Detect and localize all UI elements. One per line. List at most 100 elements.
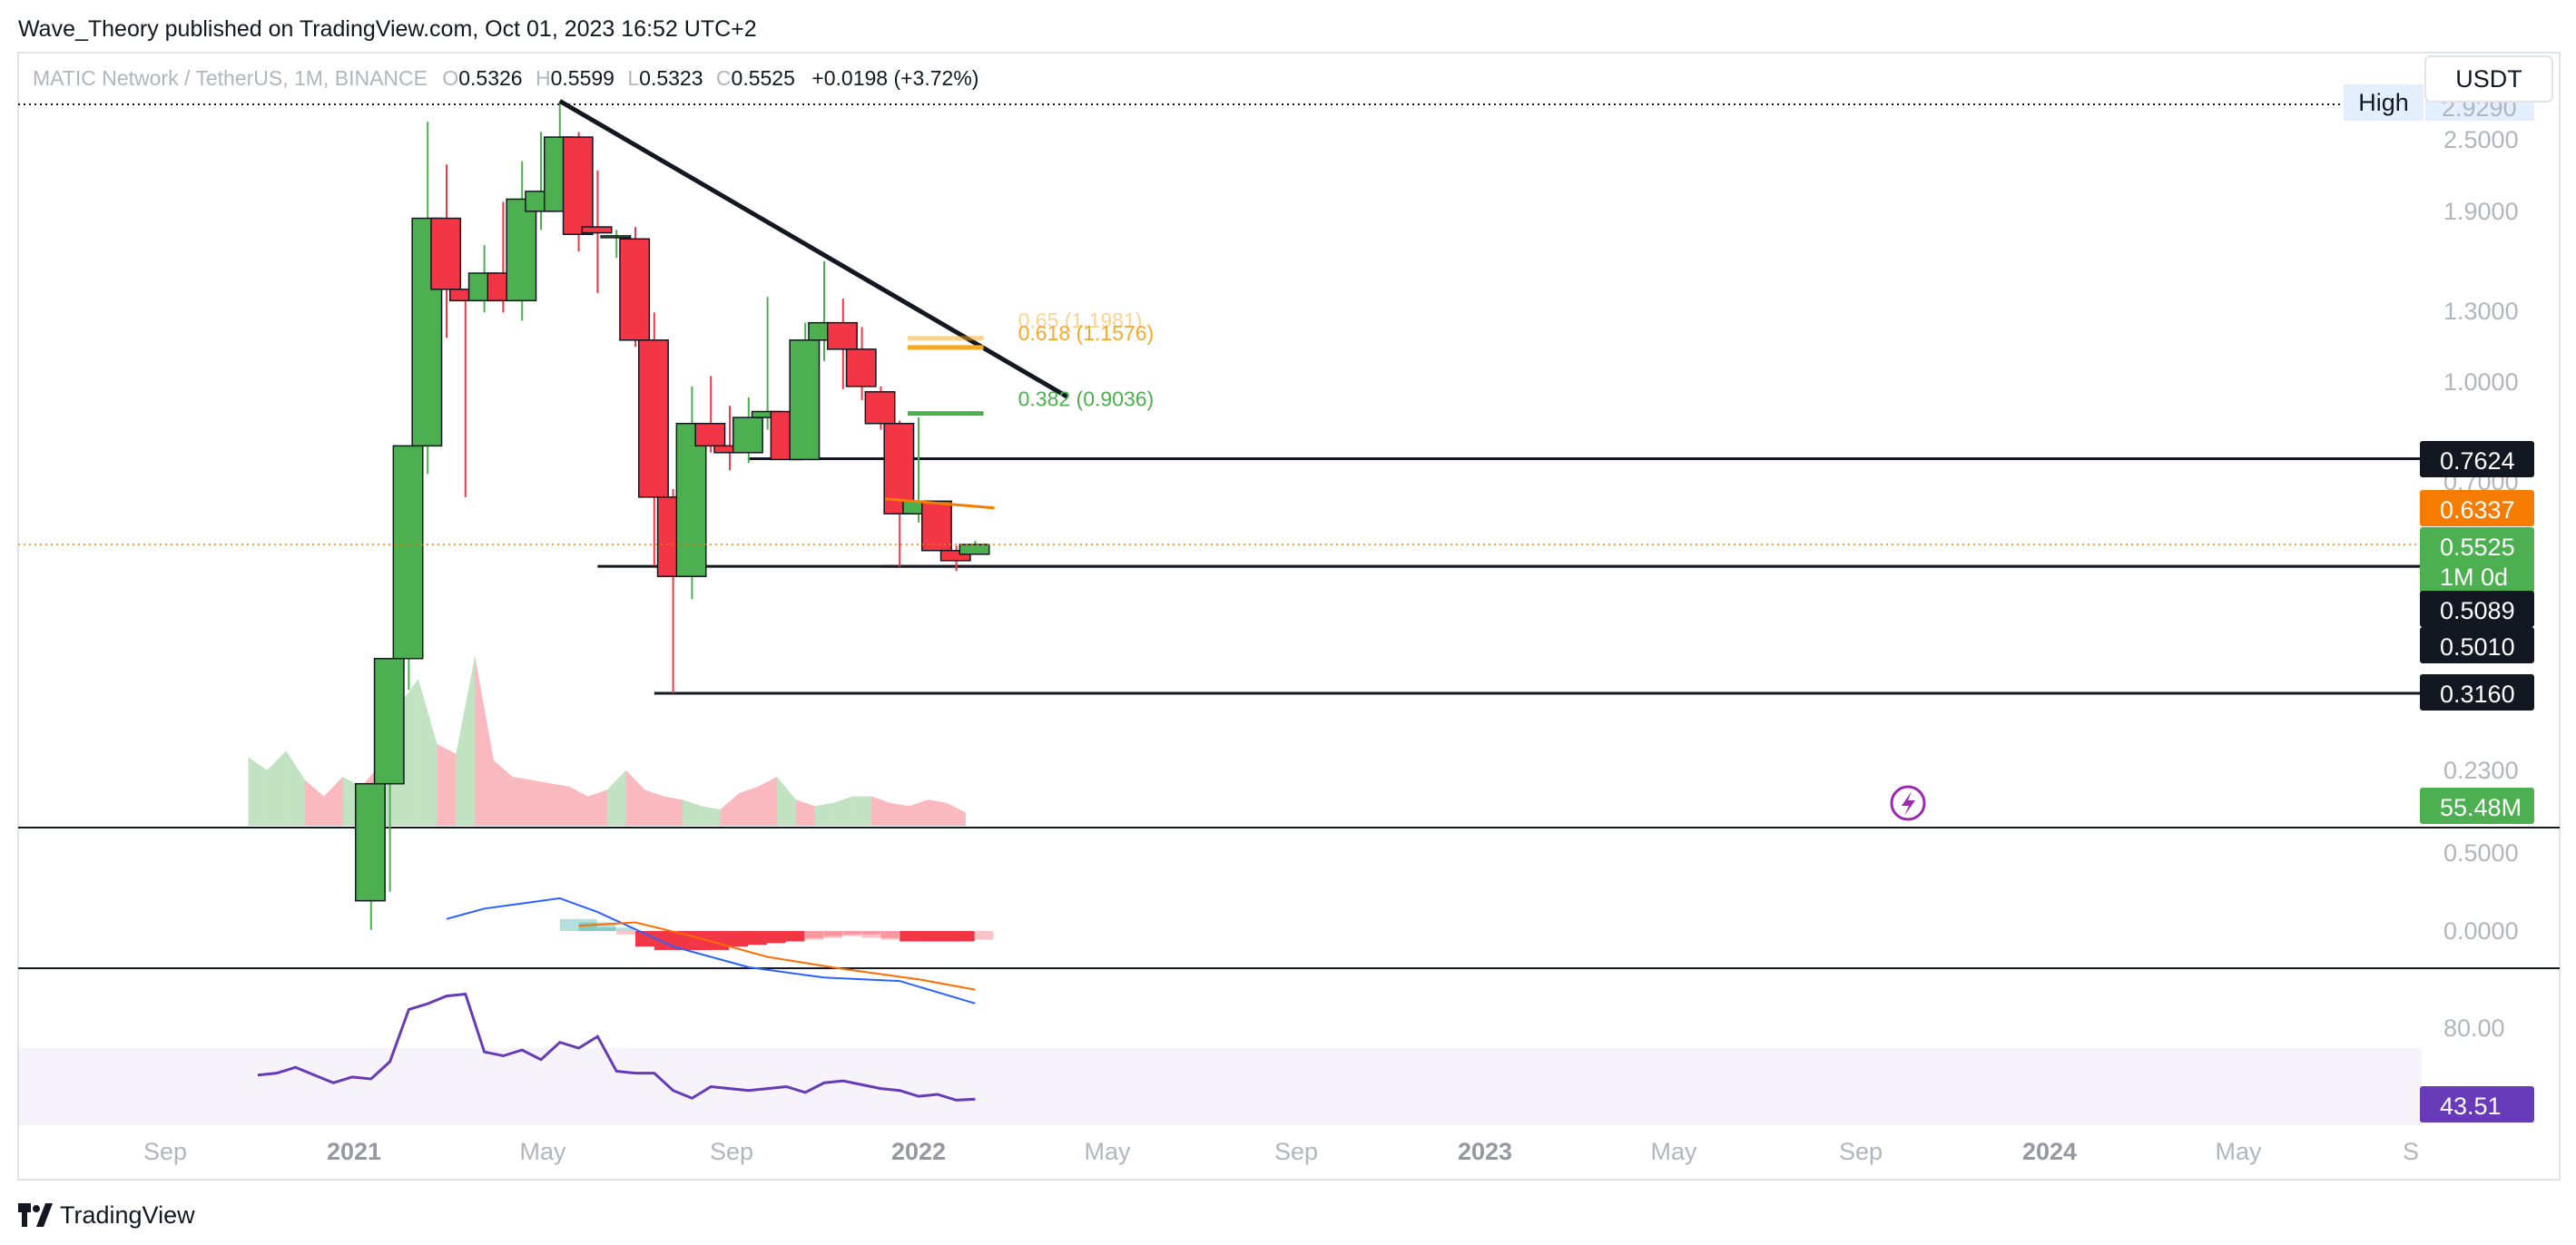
rsi-band	[18, 1048, 2422, 1125]
fib-level-label: 0.618 (1.1576)	[1018, 321, 1155, 345]
time-axis-layer: Sep 2021 May Sep 2022 May Sep 2023 May Sep 2024 May…	[143, 1138, 2419, 1165]
candle	[562, 132, 594, 252]
volume-segment	[683, 799, 702, 826]
volume-segment	[512, 777, 532, 826]
candle	[751, 297, 782, 430]
macd-histogram-bar	[956, 931, 994, 940]
volume-segment	[588, 789, 607, 826]
price-scale-layer: 2.50001.90001.30001.00000.70000.23000.50…	[2443, 126, 2519, 1042]
candle	[732, 397, 763, 464]
candle	[354, 782, 386, 930]
candle	[619, 227, 651, 348]
price-scale-label: 2.5000	[2443, 126, 2519, 153]
price-tag-box	[2420, 527, 2534, 593]
candle	[845, 327, 877, 400]
price-tag-box	[2420, 674, 2534, 711]
volume-segment	[833, 796, 853, 826]
low-value: 0.5323	[639, 66, 703, 90]
candle-body	[600, 235, 632, 239]
high-label-box	[2344, 84, 2424, 121]
macd-histogram-bar	[616, 931, 654, 935]
volume-segment	[286, 750, 305, 826]
candle-body	[789, 339, 821, 461]
volume-segment	[871, 796, 890, 826]
open-label: O	[442, 66, 458, 90]
macd-histogram-bar	[900, 931, 937, 942]
volume-segment	[531, 779, 551, 826]
chart-frame	[17, 52, 2561, 1181]
candle	[694, 376, 726, 453]
price-tag-box	[2420, 788, 2534, 824]
time-axis-label: May	[519, 1138, 566, 1165]
candle	[637, 312, 669, 566]
volume-segment	[739, 786, 759, 826]
macd-histogram-bar	[767, 931, 805, 942]
volume-segment	[795, 799, 815, 826]
time-axis-label: May	[1650, 1138, 1697, 1165]
volume-segment	[437, 744, 457, 826]
currency-button[interactable]	[2424, 55, 2553, 103]
rsi-layer	[257, 992, 976, 1102]
volume-segment	[267, 750, 287, 826]
candle-body	[959, 544, 990, 555]
candle-body	[864, 391, 896, 425]
time-axis-label: S	[2403, 1138, 2419, 1165]
candle-body	[581, 226, 613, 234]
price-tag-box	[2420, 490, 2534, 526]
macd-layer	[446, 897, 994, 1005]
time-axis-label: 2024	[2022, 1138, 2077, 1165]
macd-line	[446, 897, 976, 1005]
price-scale-label: 0.2300	[2443, 757, 2519, 784]
macd-histogram-bar	[919, 931, 956, 942]
volume-segment	[418, 679, 438, 826]
candle-body	[619, 238, 651, 341]
rsi-line	[257, 992, 976, 1102]
price-tag-label: 55.48M	[2440, 794, 2522, 821]
candle-body	[430, 217, 462, 290]
volume-segment	[569, 786, 588, 826]
candle	[411, 122, 443, 475]
volume-segment	[494, 760, 513, 826]
volume-segment	[323, 777, 343, 826]
symbol-title: MATIC Network / TetherUS, 1M, BINANCE	[33, 66, 428, 90]
candle	[392, 445, 424, 691]
macd-histogram-bar	[578, 922, 616, 931]
candle-body	[411, 217, 443, 447]
candle	[939, 545, 971, 572]
fib-level-label: 0.382 (0.9036)	[1018, 387, 1155, 411]
volume-segment	[305, 779, 324, 826]
candle-body	[562, 136, 594, 235]
time-axis-label: Sep	[1839, 1138, 1883, 1165]
change-value: +0.0198 (+3.72%)	[811, 66, 978, 90]
volume-segment	[664, 796, 683, 826]
volume-segment	[928, 799, 948, 826]
macd-histogram-bar	[824, 931, 861, 936]
macd-signal-line	[578, 921, 976, 991]
volume-segment	[456, 655, 476, 826]
volume-segment	[701, 806, 721, 826]
orange-level-line	[885, 497, 995, 510]
macd-histogram-bar	[861, 931, 900, 938]
price-tag-sublabel: 1M 0d	[2440, 564, 2508, 591]
currency-button-label[interactable]: USDT	[2455, 65, 2522, 93]
time-axis-label: 2023	[1458, 1138, 1512, 1165]
candle	[600, 230, 632, 259]
candle	[430, 164, 462, 338]
lightning-icon[interactable]	[1890, 785, 1926, 821]
time-axis-label: Sep	[1274, 1138, 1318, 1165]
time-axis-label: 2021	[327, 1138, 381, 1165]
candle	[675, 386, 707, 600]
candle	[920, 500, 952, 552]
high-label-legend: H	[536, 66, 551, 90]
price-tag-label: 0.5525	[2440, 534, 2515, 561]
candle-body	[939, 549, 971, 562]
volume-segment	[248, 757, 268, 826]
price-scale-label: 1.9000	[2443, 198, 2519, 225]
volume-segment	[909, 799, 929, 826]
time-axis-label: Sep	[143, 1138, 187, 1165]
volume-segment	[890, 802, 909, 826]
price-tag-label: 0.3160	[2440, 681, 2515, 708]
close-value: 0.5525	[732, 66, 795, 90]
candles-layer	[354, 101, 990, 930]
